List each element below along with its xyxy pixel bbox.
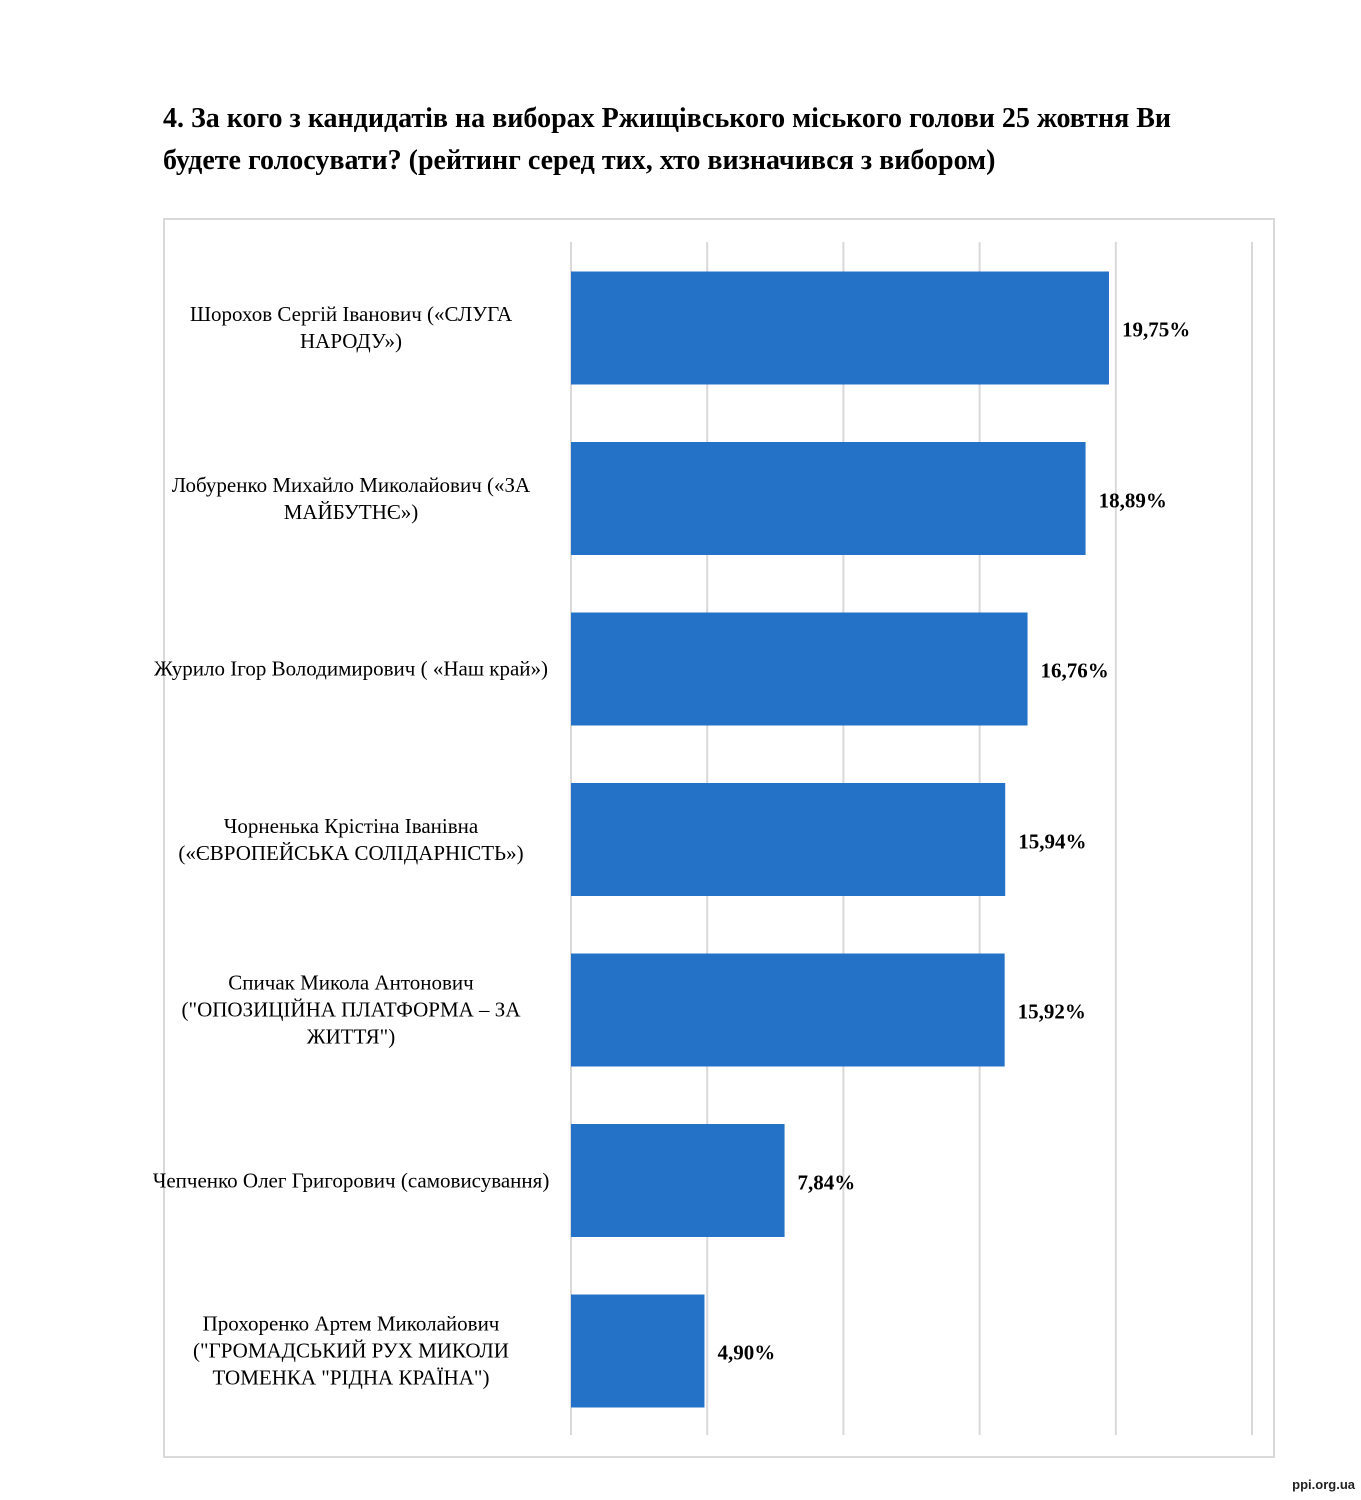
category-label: Лобуренко Михайло Миколайович («ЗА МАЙБУ… bbox=[171, 472, 531, 524]
chart-area bbox=[163, 218, 1275, 1458]
category-label: Спичак Микола Антонович ("ОПОЗИЦІЙНА ПЛА… bbox=[181, 970, 521, 1049]
data-label: 19,75% bbox=[1121, 317, 1191, 342]
watermark: ppi.org.ua bbox=[1292, 1477, 1355, 1492]
category-label: Журило Ігор Володимирович ( «Наш край») bbox=[153, 656, 549, 681]
category-label: Чепченко Олег Григорович (самовисування) bbox=[152, 1168, 550, 1192]
bar bbox=[571, 271, 1109, 385]
data-label: 18,89% bbox=[1098, 488, 1167, 512]
bar bbox=[571, 783, 1006, 896]
category-label: Шорохов Сергій Іванович («СЛУГА НАРОДУ») bbox=[189, 302, 513, 353]
bar bbox=[571, 1294, 705, 1408]
data-label: 15,92% bbox=[1017, 999, 1086, 1024]
data-label: 4,90% bbox=[717, 1340, 776, 1365]
chart-title: 4. За кого з кандидатів на виборах Ржищі… bbox=[163, 103, 1172, 176]
data-label: 15,94% bbox=[1018, 829, 1087, 853]
bar bbox=[571, 612, 1028, 726]
bar bbox=[571, 442, 1086, 555]
bar bbox=[571, 953, 1005, 1067]
bar bbox=[571, 1124, 785, 1237]
category-label: Чорненька Крістіна Іванівна («ЄВРОПЕЙСЬК… bbox=[178, 813, 524, 865]
category-label: Прохоренко Артем Миколайович ("ГРОМАДСЬК… bbox=[193, 1311, 509, 1390]
data-label: 16,76% bbox=[1040, 658, 1109, 683]
data-label: 7,84% bbox=[797, 1170, 856, 1194]
